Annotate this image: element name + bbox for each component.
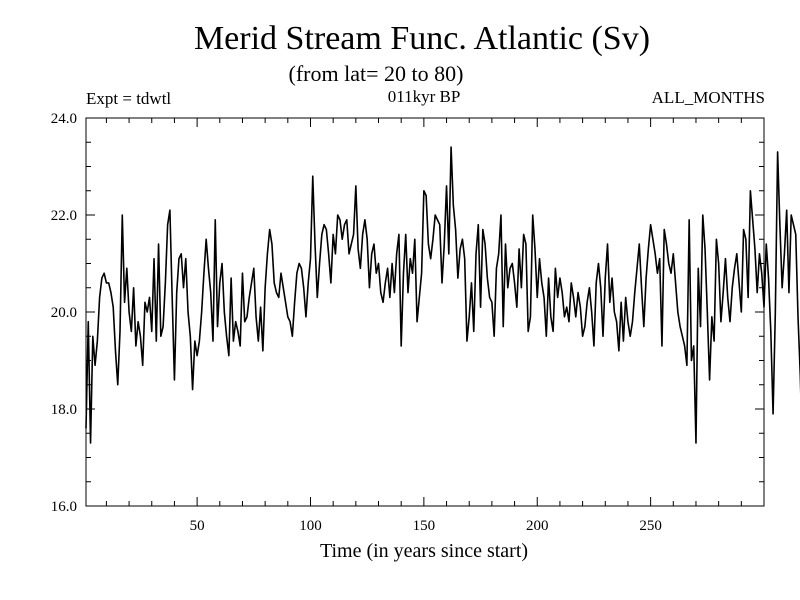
x-tick-labels: 50 100 150 200 250 [190,518,662,534]
period-label: 011kyr BP [388,87,461,106]
months-label: ALL_MONTHS [652,88,765,107]
experiment-label: Expt = tdwtl [86,89,171,108]
y-tick-label: 18.0 [51,402,77,418]
chart-title: Merid Stream Func. Atlantic (Sv) [194,20,650,57]
y-tick-label: 16.0 [51,499,77,515]
x-tick-label: 250 [639,518,662,534]
x-tick-label: 200 [526,518,549,534]
y-tick-labels: 16.0 18.0 20.0 22.0 24.0 [51,111,77,515]
x-axis-label: Time (in years since start) [320,540,528,562]
y-tick-label: 22.0 [51,208,77,224]
chart-subtitle: (from lat= 20 to 80) [289,61,464,86]
x-tick-label: 150 [413,518,436,534]
axis-ticks [86,117,765,507]
x-tick-label: 100 [299,518,322,534]
data-series-line [85,146,800,444]
y-tick-label: 20.0 [51,305,77,321]
y-tick-label: 24.0 [51,111,77,127]
x-tick-label: 50 [190,518,205,534]
